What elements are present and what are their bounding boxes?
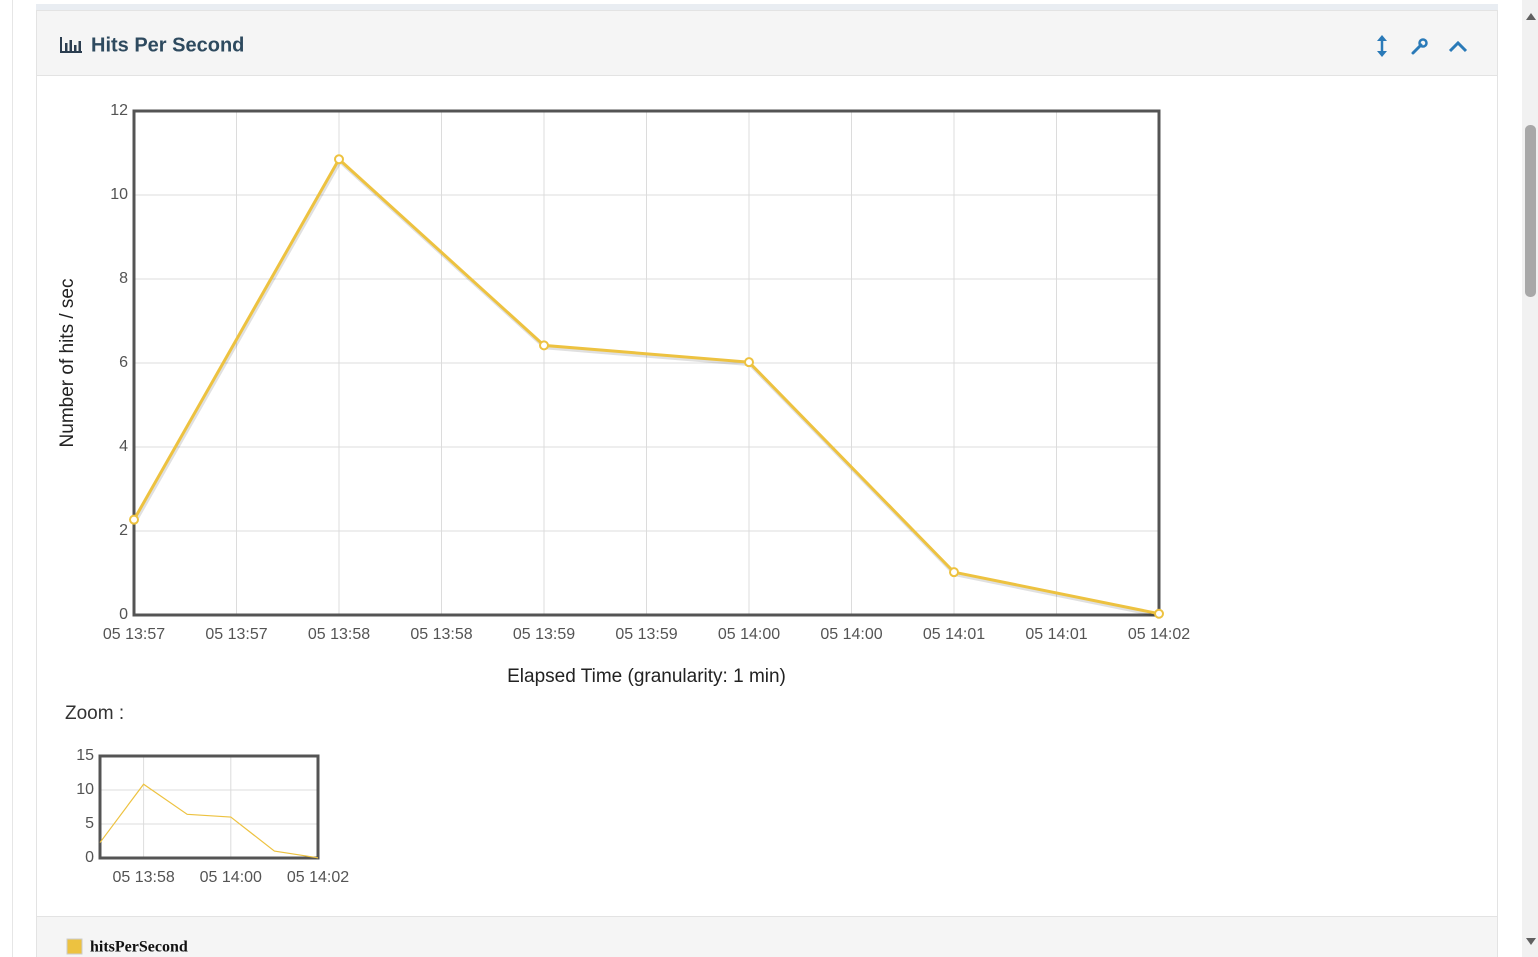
x-tick-label: 05 13:58 (112, 869, 174, 886)
scroll-up[interactable] (1526, 13, 1536, 20)
resize-button[interactable] (1377, 35, 1387, 57)
y-tick-label: 8 (119, 270, 128, 287)
y-tick-label: 12 (110, 102, 128, 119)
x-tick-label: 05 13:59 (513, 626, 575, 643)
x-tick-label: 05 14:02 (1128, 626, 1190, 643)
x-tick-label: 05 13:58 (410, 626, 472, 643)
y-tick-label: 2 (119, 522, 128, 539)
legend-bar (37, 916, 1497, 957)
y-tick-label: 6 (119, 354, 128, 371)
point (334, 154, 344, 165)
point (949, 567, 959, 578)
point (129, 514, 139, 525)
panel-header (37, 11, 1497, 75)
x-tick-label: 05 13:58 (308, 626, 370, 643)
y-axis-label: Number of hits / sec (57, 279, 78, 448)
legend-label: hitsPerSecond (90, 939, 188, 956)
y-tick-label: 0 (85, 849, 94, 866)
panel-title: Hits Per Second (91, 34, 244, 56)
chart-icon (60, 37, 82, 53)
series-line (132, 156, 1160, 616)
line-shadow (133, 158, 1161, 618)
x-tick-label: 05 14:00 (200, 869, 262, 886)
y-tick-label: 10 (76, 781, 94, 798)
point (1154, 608, 1164, 619)
x-tick-label: 05 13:57 (103, 626, 165, 643)
x-axis-label: Elapsed Time (granularity: 1 min) (507, 666, 786, 687)
x-tick-label: 05 13:57 (205, 626, 267, 643)
settings-button[interactable] (1411, 38, 1428, 55)
y-tick-label: 5 (85, 815, 94, 832)
x-tick-label: 05 13:59 (615, 626, 677, 643)
plot-frame (132, 109, 1161, 617)
series-line (99, 783, 319, 859)
point (744, 357, 754, 368)
zoom-label: Zoom : (65, 703, 124, 724)
point (539, 340, 549, 351)
y-tick-label: 0 (119, 606, 128, 623)
panel-top (36, 4, 1498, 10)
legend-swatch (66, 938, 83, 955)
x-tick-label: 05 14:00 (820, 626, 882, 643)
scrollbar-thumb[interactable] (1525, 125, 1536, 297)
scroll-down[interactable] (1526, 938, 1536, 945)
plot-frame (98, 754, 320, 860)
x-tick-label: 05 14:00 (718, 626, 780, 643)
x-tick-label: 05 14:01 (1025, 626, 1087, 643)
collapse-button[interactable] (1448, 40, 1468, 53)
y-tick-label: 15 (76, 747, 94, 764)
y-tick-label: 4 (119, 438, 128, 455)
x-tick-label: 05 14:02 (287, 869, 349, 886)
x-tick-label: 05 14:01 (923, 626, 985, 643)
y-tick-label: 10 (110, 186, 128, 203)
panel (36, 10, 1498, 957)
